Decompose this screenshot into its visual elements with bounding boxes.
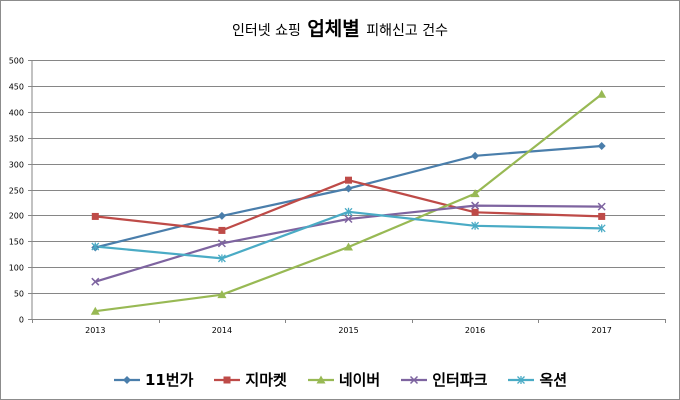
y-tick-label: 100 — [9, 264, 24, 273]
x-tick-label: 2015 — [338, 326, 358, 335]
legend-marker — [122, 375, 131, 384]
legend-item-5: 옥션 — [507, 369, 567, 390]
legend-swatch — [508, 375, 535, 384]
data-point-s1-4 — [471, 151, 480, 160]
data-point-s5-4 — [471, 221, 480, 230]
data-point-s2-4 — [471, 208, 479, 216]
y-tick-label: 0 — [19, 316, 24, 325]
data-point-s2-1 — [91, 212, 99, 220]
data-point-s4-3 — [344, 214, 353, 224]
data-point-s3-2 — [217, 290, 227, 299]
y-tick-label: 500 — [9, 57, 24, 66]
legend-marker — [517, 375, 526, 384]
chart-title-part-2: 업체별 — [307, 18, 360, 40]
data-point-s3-1 — [90, 306, 100, 315]
data-point-s1-3 — [344, 184, 353, 193]
legend-item-3: 네이버 — [307, 369, 380, 390]
legend-marker — [223, 376, 231, 383]
y-tick-label: 400 — [9, 109, 24, 118]
data-point-s4-2 — [217, 239, 226, 248]
data-point-s3-5 — [597, 89, 607, 98]
y-tick-label: 150 — [9, 238, 24, 247]
legend-swatch — [113, 375, 140, 384]
y-tick-label: 350 — [9, 135, 24, 144]
legend-label: 지마켓 — [245, 371, 287, 389]
data-point-s3-4 — [470, 189, 480, 198]
data-point-s2-2 — [218, 226, 226, 234]
series-lines — [94, 93, 603, 313]
legend-marker — [410, 375, 419, 384]
x-tick-label: 2014 — [212, 326, 232, 335]
data-point-s5-1 — [91, 242, 100, 251]
legend-label: 11번가 — [144, 371, 194, 389]
data-point-s4-1 — [91, 277, 100, 286]
series-markers — [90, 89, 607, 315]
chart-title-part-3: 피해신고 건수 — [361, 23, 448, 39]
gridlines — [31, 60, 665, 320]
data-point-s1-2 — [217, 211, 226, 220]
chart-title-part-1: 인터넷 쇼핑 — [232, 23, 306, 39]
legend-marker — [316, 375, 326, 383]
legend-swatch — [307, 375, 334, 383]
x-tick-label: 2013 — [85, 326, 105, 335]
legend-label: 인터파크 — [432, 371, 488, 389]
y-tick-label: 300 — [9, 161, 24, 170]
data-point-s5-5 — [597, 224, 606, 233]
legend-swatch — [214, 376, 241, 383]
data-point-s5-3 — [344, 207, 353, 216]
data-point-s5-2 — [217, 254, 226, 263]
y-tick-label: 450 — [9, 83, 24, 92]
legend-label: 네이버 — [338, 371, 381, 389]
series-line-3 — [95, 93, 603, 313]
data-point-s1-5 — [597, 141, 606, 150]
x-axis-ticks: 2013 2014 2015 2016 2017 — [32, 319, 666, 335]
legend-label: 옥션 — [539, 371, 568, 389]
legend-item-2: 지마켓 — [213, 369, 287, 390]
series-line-1 — [95, 144, 602, 249]
y-axis-ticks: 0 50 100 150 200 250 300 350 400 450 500 — [9, 57, 32, 325]
legend-item-4: 인터파크 — [400, 369, 487, 390]
y-tick-label: 200 — [9, 212, 24, 221]
x-tick-label: 2016 — [465, 326, 485, 335]
data-point-s4-4 — [471, 201, 480, 210]
y-tick-label: 50 — [14, 290, 24, 299]
legend: 11번가 지마켓 네이버 인터파크 옥션 — [0, 369, 680, 390]
y-tick-label: 250 — [9, 187, 24, 196]
x-tick-label: 2017 — [592, 326, 612, 335]
data-point-s3-3 — [344, 242, 353, 251]
data-point-s4-5 — [597, 202, 606, 211]
data-point-s2-3 — [345, 176, 352, 184]
data-point-s2-5 — [598, 212, 606, 220]
chart-title: 인터넷 쇼핑 업체별 피해신고 건수 — [0, 14, 680, 41]
legend-item-1: 11번가 — [113, 369, 193, 390]
legend-swatch — [401, 375, 428, 384]
